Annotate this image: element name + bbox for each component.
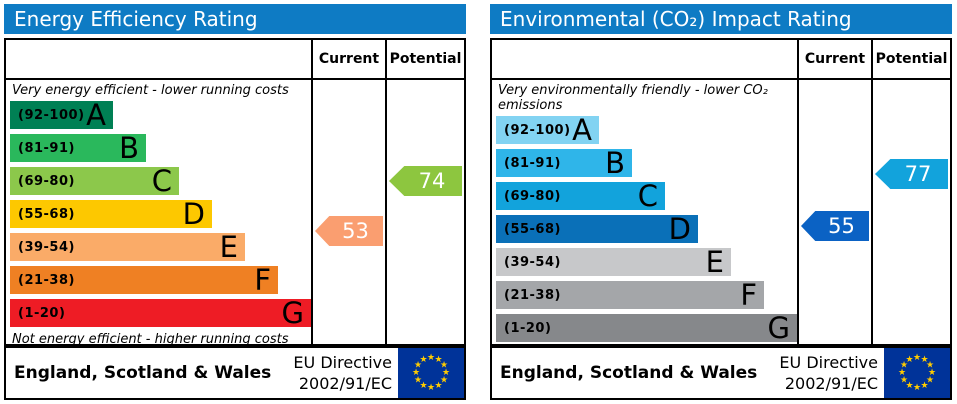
band-a: (92-100) A [496,113,599,147]
band-range-label: (1-20) [504,320,552,336]
band-g: (1-20) G [496,311,797,344]
band-range-label: (21-38) [18,272,75,288]
current-rating-arrow: 55 [801,211,869,241]
band-letter: A [572,113,592,147]
eu-directive-label: EU Directive 2002/91/EC [779,352,878,394]
band-range-label: (1-20) [18,305,66,321]
band-letter: D [182,197,205,231]
potential-rating-arrow: 77 [875,159,948,189]
panel-footer: England, Scotland & Wales EU Directive 2… [490,346,952,400]
band-letter: A [86,98,106,132]
band-g: (1-20) G [10,296,311,330]
rating-bands: (92-100) A (81-91) B (69-80) C (55-68) D (39-54)… [496,113,797,344]
band-range-label: (69-80) [18,173,75,189]
band-a: (92-100) A [10,98,113,132]
top-caption: Very environmentally friendly - lower CO… [498,83,768,113]
table-body: Very energy efficient - lower running co… [6,80,464,344]
band-b: (81-91) B [496,146,632,180]
band-range-label: (92-100) [504,122,571,138]
band-d: (55-68) D [496,212,698,246]
eu-star-icon [419,355,429,365]
potential-column-header: Potential [871,40,950,78]
band-range-label: (55-68) [18,206,75,222]
band-f: (21-38) F [496,278,764,312]
band-scale-area: Very energy efficient - lower running co… [6,80,311,344]
eu-star-icon [905,355,915,365]
potential-column: 77 [871,80,950,344]
bottom-caption: Not energy efficient - higher running co… [12,332,289,344]
band-letter: G [281,296,304,330]
potential-column: 74 [385,80,464,344]
rating-table: Current Potential Very environmentally f… [490,38,952,346]
header-spacer [6,40,311,78]
rating-table: Current Potential Very energy efficient … [4,38,466,346]
band-e: (39-54) E [10,230,245,264]
table-header: Current Potential [6,40,464,80]
band-range-label: (81-91) [504,155,561,171]
eu-directive-line2: 2002/91/EC [784,374,878,393]
region-label: England, Scotland & Wales [500,363,758,383]
band-scale-area: Very environmentally friendly - lower CO… [492,80,797,344]
band-range-label: (92-100) [18,107,85,123]
eu-flag-icon [884,348,950,398]
energy-efficiency-panel: Energy Efficiency Rating Current Potenti… [4,4,466,400]
band-letter: B [119,131,139,165]
rating-bands: (92-100) A (81-91) B (69-80) C (55-68) D (39-54)… [10,98,311,330]
panel-title: Environmental (CO₂) Impact Rating [490,4,952,34]
eu-flag-icon [398,348,464,398]
band-letter: D [668,212,691,246]
current-column: 53 [311,80,385,344]
band-c: (69-80) C [496,179,665,213]
band-letter: G [767,311,790,344]
panel-title: Energy Efficiency Rating [4,4,466,34]
potential-column-header: Potential [385,40,464,78]
band-f: (21-38) F [10,263,278,297]
band-d: (55-68) D [10,197,212,231]
current-column: 55 [797,80,871,344]
current-rating-arrow: 53 [315,216,383,246]
eu-directive-line1: EU Directive [293,353,392,372]
eu-directive-line2: 2002/91/EC [298,374,392,393]
band-letter: E [219,230,238,264]
table-body: Very environmentally friendly - lower CO… [492,80,950,344]
eu-directive-line1: EU Directive [779,353,878,372]
band-b: (81-91) B [10,131,146,165]
band-letter: F [740,278,757,312]
band-range-label: (69-80) [504,188,561,204]
table-header: Current Potential [492,40,950,80]
top-caption: Very energy efficient - lower running co… [12,83,289,98]
band-range-label: (39-54) [504,254,561,270]
band-letter: F [254,263,271,297]
region-label: England, Scotland & Wales [14,363,272,383]
band-e: (39-54) E [496,245,731,279]
band-range-label: (39-54) [18,239,75,255]
band-letter: E [705,245,724,279]
current-column-header: Current [311,40,385,78]
band-letter: C [637,179,658,213]
header-spacer [492,40,797,78]
band-range-label: (81-91) [18,140,75,156]
current-column-header: Current [797,40,871,78]
band-letter: C [151,164,172,198]
band-c: (69-80) C [10,164,179,198]
eu-directive-label: EU Directive 2002/91/EC [293,352,392,394]
panel-footer: England, Scotland & Wales EU Directive 2… [4,346,466,400]
band-range-label: (55-68) [504,221,561,237]
band-letter: B [605,146,625,180]
environmental-impact-panel: Environmental (CO₂) Impact Rating Curren… [490,4,952,400]
potential-rating-arrow: 74 [389,166,462,196]
band-range-label: (21-38) [504,287,561,303]
